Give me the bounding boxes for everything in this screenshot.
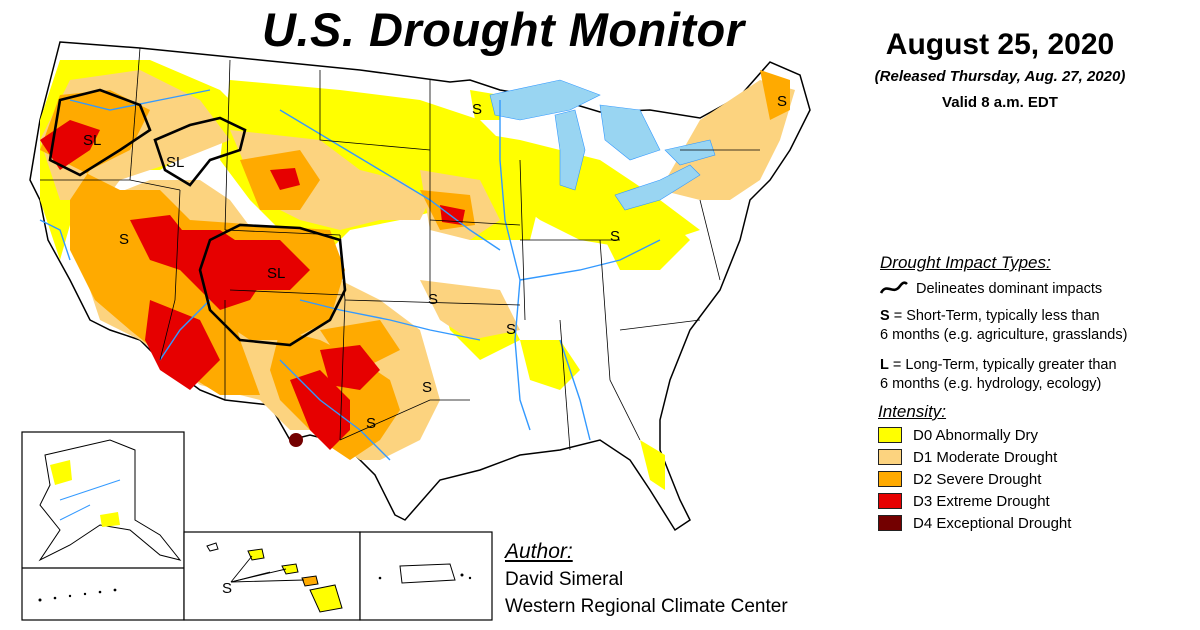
- intensity-row-d3: D3 Extreme Drought: [878, 491, 1050, 511]
- intensity-swatch-d4: [878, 515, 902, 531]
- short-term-letter: S: [880, 308, 890, 324]
- hawaii-leader-lines: [230, 555, 305, 583]
- region-label-minnesota: S: [472, 101, 482, 118]
- intensity-swatch-d0: [878, 427, 902, 443]
- intensity-row-d2: D2 Severe Drought: [878, 469, 1041, 489]
- alaska-land: [38, 439, 182, 562]
- impact-types-heading: Drought Impact Types:: [880, 253, 1051, 272]
- release-date: (Released Thursday, Aug. 27, 2020): [874, 68, 1126, 85]
- region-label-maine: S: [777, 93, 787, 110]
- valid-time: Valid 8 a.m. EDT: [942, 94, 1058, 111]
- impact-line-symbol: [879, 281, 908, 294]
- long-term-line1: = Long-Term, typically greater than: [888, 357, 1117, 373]
- intensity-heading: Intensity:: [878, 402, 947, 421]
- intensity-label-d2: D2 Severe Drought: [913, 470, 1042, 488]
- alaska-d0: [50, 460, 72, 485]
- region-label-idaho: SL: [166, 154, 184, 171]
- intensity-swatch-d2: [878, 471, 902, 487]
- intensity-label-d4: D4 Exceptional Drought: [913, 514, 1072, 532]
- puerto-rico-land: [399, 563, 456, 584]
- author-organization: Western Regional Climate Center: [505, 596, 788, 617]
- long-term-line2: 6 months (e.g. hydrology, ecology): [880, 376, 1102, 392]
- region-label-oklahoma: S: [422, 379, 432, 396]
- great-lakes: [489, 79, 716, 211]
- state-boundaries: [40, 47, 760, 451]
- delineates-text: Delineates dominant impacts: [916, 281, 1103, 297]
- intensity-swatch-d3: [878, 493, 902, 509]
- long-term-letter: L: [880, 357, 889, 373]
- region-labels: SL SL S SL S S S S S S S S: [83, 93, 787, 597]
- aleutian-islands: [38, 588, 117, 602]
- region-label-oregon: SL: [83, 132, 101, 149]
- alaska-d0-2: [100, 512, 120, 527]
- map-title: U.S. Drought Monitor: [262, 3, 745, 56]
- author-name: David Simeral: [505, 569, 624, 590]
- region-label-missouri: S: [506, 321, 516, 338]
- region-label-texas: S: [366, 415, 376, 432]
- region-label-four-corners: SL: [267, 265, 285, 282]
- intensity-row-d0: D0 Abnormally Dry: [878, 425, 1038, 445]
- intensity-row-d4: D4 Exceptional Drought: [878, 513, 1071, 533]
- intensity-label-d0: D0 Abnormally Dry: [913, 426, 1039, 444]
- impact-delineations: [48, 88, 347, 347]
- puerto-rico-islands: [378, 573, 472, 580]
- drought-d4-areas: [289, 433, 303, 447]
- map-date: August 25, 2020: [885, 28, 1115, 61]
- alaska-rivers: [59, 479, 121, 521]
- short-term-description: S = Short-Term, typically less than 6 mo…: [880, 307, 1127, 345]
- long-term-description: L = Long-Term, typically greater than 6 …: [880, 356, 1117, 394]
- intensity-swatch-d1: [878, 449, 902, 465]
- region-label-hawaii: S: [222, 580, 232, 597]
- region-label-nevada: S: [119, 231, 129, 248]
- hawaii-islands: [206, 542, 343, 613]
- rivers: [39, 89, 661, 461]
- author-heading: Author:: [505, 540, 573, 563]
- intensity-label-d1: D1 Moderate Drought: [913, 448, 1058, 466]
- region-label-ohio: S: [610, 228, 620, 245]
- short-term-line1: = Short-Term, typically less than: [889, 308, 1100, 324]
- intensity-row-d1: D1 Moderate Drought: [878, 447, 1057, 467]
- intensity-label-d3: D3 Extreme Drought: [913, 492, 1050, 510]
- short-term-line2: 6 months (e.g. agriculture, grasslands): [880, 327, 1128, 343]
- region-label-kansas: S: [428, 291, 438, 308]
